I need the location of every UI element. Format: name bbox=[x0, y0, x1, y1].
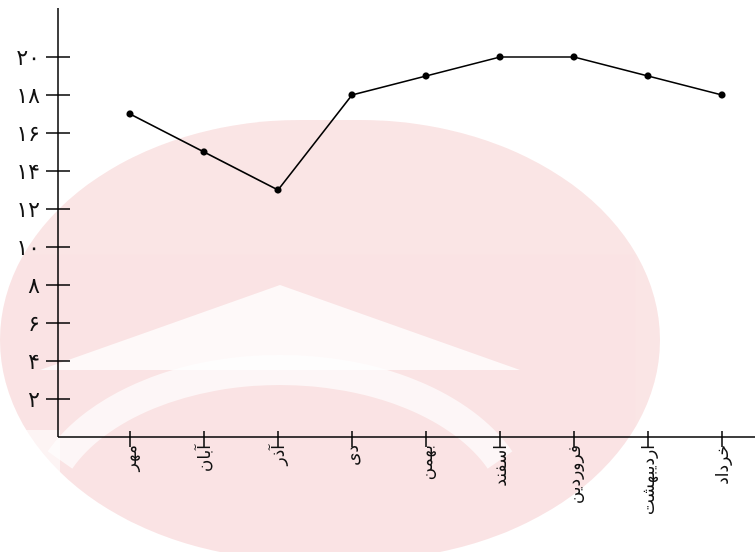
y-tick-label: ۸ bbox=[28, 274, 40, 299]
x-axis-ticks: مهر آبان آذر دی بهمن اسفند فروردین اردیبهشت خردا… bbox=[121, 431, 733, 515]
x-tick-label: اردیبهشت bbox=[639, 445, 659, 515]
data-point bbox=[348, 91, 356, 99]
y-tick-label: ۲۰ bbox=[16, 46, 40, 71]
x-tick-label: مهر bbox=[121, 445, 141, 472]
y-tick-label: ۴ bbox=[28, 350, 40, 375]
x-tick-label: فروردین bbox=[565, 445, 585, 504]
data-point bbox=[496, 53, 504, 61]
y-tick-label: ۱۸ bbox=[16, 84, 40, 109]
axes bbox=[57, 8, 755, 438]
x-tick-label: آبان bbox=[193, 444, 215, 472]
data-point bbox=[422, 72, 430, 80]
y-tick-label: ۱۰ bbox=[16, 236, 40, 261]
x-tick-label: دی bbox=[343, 445, 363, 466]
x-tick-label: آذر bbox=[267, 444, 289, 467]
x-tick-label: اسفند bbox=[491, 445, 511, 487]
data-point bbox=[644, 72, 652, 80]
data-point bbox=[126, 110, 134, 118]
y-axis-ticks: ۲ ۴ ۶ ۸ ۱۰ ۱۲ ۱۴ ۱۶ ۱۸ ۲۰ bbox=[16, 46, 70, 413]
data-point bbox=[274, 186, 282, 194]
y-tick-label: ۱۴ bbox=[16, 160, 40, 185]
y-tick-label: ۲ bbox=[28, 388, 40, 413]
watermark-logo bbox=[0, 120, 660, 552]
data-point bbox=[718, 91, 726, 99]
data-point bbox=[570, 53, 578, 61]
y-tick-label: ۱۶ bbox=[16, 122, 40, 147]
x-tick-label: خرداد bbox=[713, 445, 733, 485]
x-tick-label: بهمن bbox=[417, 445, 437, 480]
y-tick-label: ۶ bbox=[28, 312, 40, 337]
y-tick-label: ۱۲ bbox=[16, 198, 40, 223]
data-series bbox=[126, 53, 726, 194]
data-point bbox=[200, 148, 208, 156]
